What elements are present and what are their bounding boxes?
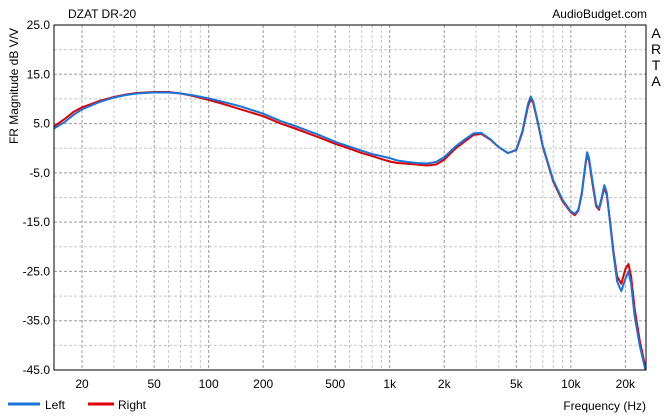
x-tick-label: 20 [75, 377, 89, 391]
legend: Left Right [8, 398, 147, 412]
y-axis-ticks: 25.0 15.0 5.0 -5.0 -15.0 -25.0 -35.0 -45.0 [23, 18, 51, 377]
x-tick-label: 200 [253, 377, 273, 391]
y-tick-label: -45.0 [23, 363, 51, 377]
plot-frame [53, 24, 647, 371]
y-tick-label: -35.0 [23, 314, 51, 328]
y-tick-label: 5.0 [33, 117, 50, 131]
x-axis-ticks: 20 50 100 200 500 1k 2k 5k 10k 20k [75, 377, 636, 391]
y-tick-label: -15.0 [23, 215, 51, 229]
y-tick-label: -5.0 [29, 166, 50, 180]
y-tick-label: 15.0 [27, 67, 51, 81]
series-line-left [54, 91, 646, 370]
y-tick-label: -25.0 [23, 264, 51, 278]
series-layer [54, 91, 646, 370]
y-axis-label: FR Magnitude dB V/V [7, 28, 21, 144]
x-tick-label: 1k [383, 377, 397, 391]
x-tick-label: 50 [147, 377, 161, 391]
arta-watermark: A R T A [651, 25, 661, 89]
grid-lines [54, 25, 646, 370]
legend-label-right: Right [118, 398, 147, 412]
x-tick-label: 2k [438, 377, 452, 391]
x-tick-label: 10k [561, 377, 581, 391]
watermark-letter-a2: A [651, 73, 661, 89]
watermark-letter-a: A [651, 25, 661, 41]
source-label: AudioBudget.com [552, 7, 647, 21]
x-tick-label: 100 [199, 377, 219, 391]
legend-label-left: Left [45, 398, 66, 412]
x-tick-label: 20k [616, 377, 636, 391]
x-tick-label: 5k [510, 377, 524, 391]
watermark-letter-t: T [652, 57, 661, 73]
chart-title: DZAT DR-20 [68, 7, 137, 21]
y-tick-label: 25.0 [27, 18, 51, 32]
watermark-letter-r: R [651, 41, 661, 57]
x-tick-label: 500 [325, 377, 345, 391]
x-axis-label: Frequency (Hz) [563, 399, 646, 413]
